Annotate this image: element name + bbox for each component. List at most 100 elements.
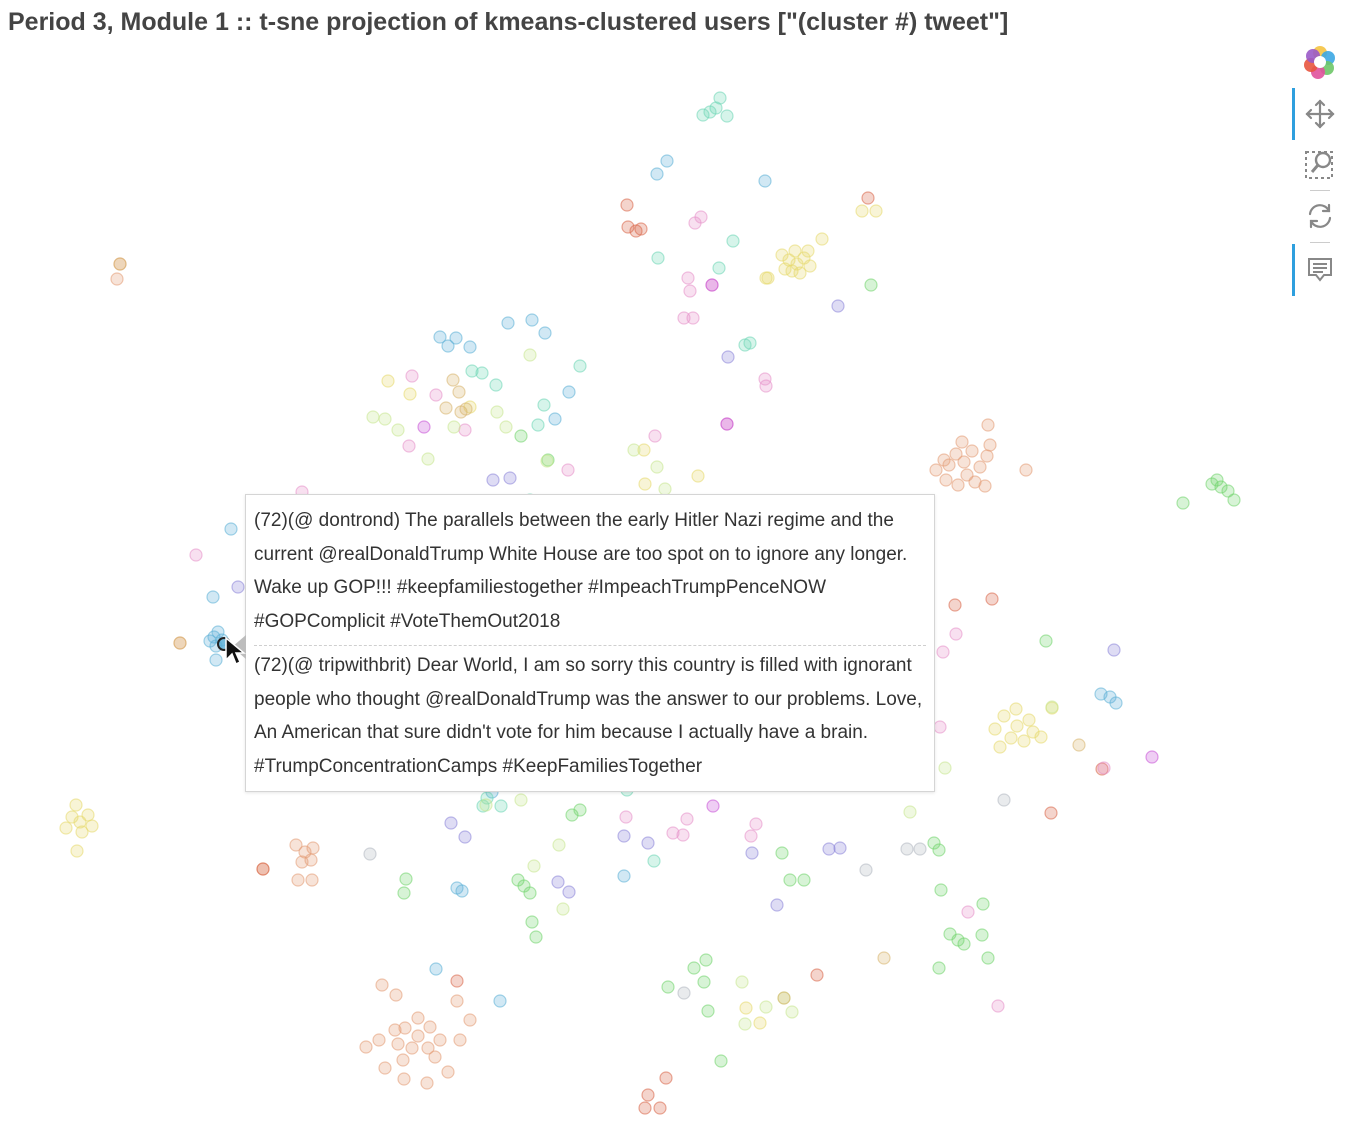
scatter-point[interactable]	[753, 1016, 767, 1030]
scatter-point[interactable]	[75, 825, 89, 839]
scatter-point[interactable]	[501, 316, 515, 330]
scatter-point[interactable]	[173, 636, 187, 650]
scatter-point[interactable]	[957, 937, 971, 951]
scatter-point[interactable]	[405, 1041, 419, 1055]
scatter-point[interactable]	[453, 1033, 467, 1047]
scatter-point[interactable]	[815, 232, 829, 246]
hover-comment-icon[interactable]	[1292, 244, 1338, 296]
scatter-point[interactable]	[433, 1033, 447, 1047]
scatter-point[interactable]	[948, 598, 962, 612]
scatter-point[interactable]	[493, 994, 507, 1008]
scatter-point[interactable]	[913, 842, 927, 856]
scatter-point[interactable]	[69, 798, 83, 812]
scatter-point[interactable]	[650, 167, 664, 181]
scatter-point[interactable]	[900, 842, 914, 856]
scatter-point[interactable]	[189, 548, 203, 562]
scatter-point[interactable]	[1072, 738, 1086, 752]
scatter-point[interactable]	[932, 961, 946, 975]
scatter-point[interactable]	[291, 873, 305, 887]
scatter-point[interactable]	[452, 385, 466, 399]
scatter-point[interactable]	[957, 455, 971, 469]
scatter-point[interactable]	[206, 590, 220, 604]
scatter-point[interactable]	[538, 326, 552, 340]
scatter-point[interactable]	[653, 1101, 667, 1115]
scatter-point[interactable]	[620, 198, 634, 212]
scatter-point[interactable]	[934, 883, 948, 897]
scatter-point[interactable]	[306, 841, 320, 855]
scatter-point[interactable]	[479, 798, 493, 812]
scatter-point[interactable]	[745, 846, 759, 860]
scatter-point[interactable]	[903, 805, 917, 819]
scatter-point[interactable]	[637, 443, 651, 457]
scatter-point[interactable]	[739, 1001, 753, 1015]
scatter-point[interactable]	[381, 374, 395, 388]
scatter-point[interactable]	[686, 311, 700, 325]
scatter-point[interactable]	[973, 460, 987, 474]
scatter-point[interactable]	[85, 819, 99, 833]
scatter-point[interactable]	[455, 884, 469, 898]
scatter-point[interactable]	[666, 826, 680, 840]
scatter-point[interactable]	[687, 961, 701, 975]
scatter-point[interactable]	[475, 366, 489, 380]
scatter-point[interactable]	[305, 873, 319, 887]
scatter-point[interactable]	[676, 828, 690, 842]
scatter-point[interactable]	[1022, 713, 1036, 727]
scatter-point[interactable]	[417, 420, 431, 434]
scatter-point[interactable]	[1176, 496, 1190, 510]
scatter-point[interactable]	[366, 410, 380, 424]
scatter-point[interactable]	[561, 463, 575, 477]
scatter-point[interactable]	[398, 1021, 412, 1035]
scatter-point[interactable]	[399, 872, 413, 886]
scatter-point[interactable]	[573, 359, 587, 373]
scatter-point[interactable]	[565, 808, 579, 822]
scatter-point[interactable]	[463, 1013, 477, 1027]
scatter-point[interactable]	[411, 1011, 425, 1025]
scatter-point[interactable]	[951, 478, 965, 492]
scatter-point[interactable]	[459, 402, 473, 416]
scatter-point[interactable]	[529, 930, 543, 944]
scatter-point[interactable]	[420, 1076, 434, 1090]
scatter-point[interactable]	[256, 862, 270, 876]
scatter-point[interactable]	[70, 844, 84, 858]
scatter-point[interactable]	[556, 902, 570, 916]
scatter-point[interactable]	[391, 1037, 405, 1051]
scatter-point[interactable]	[949, 627, 963, 641]
scatter-point[interactable]	[59, 821, 73, 835]
scatter-point[interactable]	[770, 898, 784, 912]
scatter-point[interactable]	[110, 272, 124, 286]
scatter-point[interactable]	[429, 962, 443, 976]
scatter-point[interactable]	[696, 108, 710, 122]
scatter-point[interactable]	[758, 174, 772, 188]
scatter-point[interactable]	[397, 1072, 411, 1086]
scatter-point[interactable]	[981, 951, 995, 965]
scatter-point[interactable]	[514, 429, 528, 443]
scatter-point[interactable]	[1019, 463, 1033, 477]
scatter-point[interactable]	[831, 299, 845, 313]
scatter-point[interactable]	[405, 369, 419, 383]
scatter-point[interactable]	[1044, 806, 1058, 820]
scatter-point[interactable]	[573, 803, 587, 817]
scatter-point[interactable]	[81, 808, 95, 822]
scatter-point[interactable]	[822, 842, 836, 856]
scatter-point[interactable]	[785, 1005, 799, 1019]
scatter-point[interactable]	[224, 522, 238, 536]
scatter-point[interactable]	[1221, 484, 1235, 498]
scatter-point[interactable]	[450, 994, 464, 1008]
scatter-point[interactable]	[697, 975, 711, 989]
scatter-point[interactable]	[523, 886, 537, 900]
scatter-point[interactable]	[801, 244, 815, 258]
scatter-point[interactable]	[1097, 761, 1111, 775]
scatter-point[interactable]	[446, 373, 460, 387]
scatter-point[interactable]	[397, 886, 411, 900]
scatter-point[interactable]	[660, 154, 674, 168]
scatter-point[interactable]	[619, 810, 633, 824]
scatter-point[interactable]	[489, 378, 503, 392]
scatter-point[interactable]	[638, 1101, 652, 1115]
scatter-point[interactable]	[486, 473, 500, 487]
scatter-point[interactable]	[113, 257, 127, 271]
scatter-point[interactable]	[997, 793, 1011, 807]
scatter-point[interactable]	[634, 222, 648, 236]
scatter-point[interactable]	[793, 266, 807, 280]
scatter-point[interactable]	[975, 928, 989, 942]
scatter-point[interactable]	[304, 853, 318, 867]
